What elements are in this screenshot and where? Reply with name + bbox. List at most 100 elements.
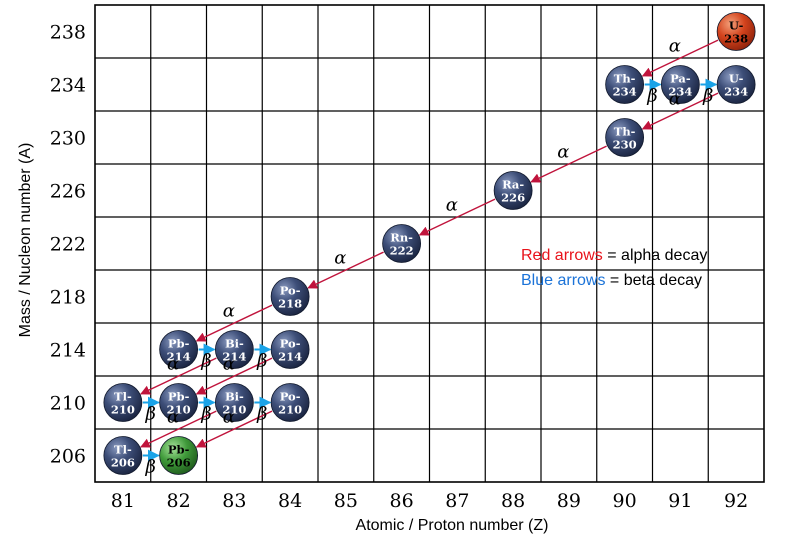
x-tick-label: 92	[724, 490, 748, 512]
alpha-label: α	[223, 353, 235, 374]
nuclide-symbol: Tl-	[114, 443, 132, 457]
x-tick-label: 83	[222, 490, 246, 512]
nuclide-circle	[716, 65, 756, 104]
alpha-decay-arrow	[140, 357, 217, 395]
nuclide-node: Pa-234	[660, 65, 700, 104]
beta-label: β	[200, 351, 211, 372]
y-tick-label: 206	[50, 446, 86, 468]
nuclide-circle	[605, 65, 645, 104]
nuclide-node: Ra-226	[493, 171, 533, 210]
nuclide-circle	[214, 330, 254, 369]
beta-label: β	[646, 86, 657, 107]
legend: Red arrows = alpha decay Blue arrows = b…	[521, 247, 707, 289]
nuclide-mass: 234	[668, 85, 692, 99]
nuclide-circle	[382, 224, 422, 263]
nuclide-node: Bi-214	[214, 330, 254, 369]
x-tick-label: 84	[278, 490, 302, 512]
tick-label-layer: 81 82 83 84 85 86 87 88 89 90 91 92 238 234 230 226 222 2…	[50, 22, 748, 513]
alpha-decay-arrow	[641, 92, 719, 130]
x-tick-label: 82	[167, 490, 191, 512]
y-tick-label: 214	[50, 340, 86, 362]
nuclide-symbol: Bi-	[225, 337, 244, 351]
nuclide-symbol: Po-	[280, 390, 301, 404]
nuclide-symbol: Bi-	[225, 390, 244, 404]
alpha-label: α	[223, 406, 235, 427]
nuclide-node: Pb-206	[159, 436, 199, 475]
nuclide-symbol: U-	[729, 72, 744, 86]
nuclide-circle	[159, 436, 199, 475]
nuclide-mass: 206	[167, 456, 191, 470]
x-tick-label: 81	[111, 490, 135, 512]
nuclide-symbol: Th-	[614, 125, 636, 139]
nuclide-mass: 210	[111, 403, 135, 417]
nuclide-circle	[159, 383, 199, 422]
alpha-decay-arrow	[530, 145, 607, 183]
legend-beta-text: Blue arrows	[521, 272, 605, 289]
nuclide-mass: 210	[167, 403, 191, 417]
nuclide-mass: 210	[222, 403, 246, 417]
beta-label: β	[702, 86, 713, 107]
nuclide-circle	[103, 436, 143, 475]
alpha-decay-arrow	[195, 304, 273, 342]
nuclide-node: Bi-210	[214, 383, 254, 422]
alpha-label: α	[669, 88, 681, 109]
y-tick-label: 238	[50, 22, 86, 44]
nuclide-circle	[716, 12, 756, 51]
nuclide-circle	[103, 383, 143, 422]
alpha-label: α	[669, 35, 681, 56]
nuclide-mass: 222	[390, 244, 414, 258]
nuclide-node: Pb-214	[159, 330, 199, 369]
y-tick-label: 222	[50, 234, 86, 256]
alpha-decay-arrow	[195, 357, 273, 395]
nuclide-symbol: Tl-	[114, 390, 132, 404]
nuclide-node: Pb-210	[159, 383, 199, 422]
x-tick-label: 91	[668, 490, 692, 512]
nuclide-circle	[660, 65, 700, 104]
alpha-decay-arrow	[140, 410, 217, 448]
nuclide-symbol: Th-	[614, 72, 636, 86]
y-tick-label: 234	[50, 75, 86, 97]
nuclide-node: Po-214	[270, 330, 310, 369]
nuclide-mass: 230	[613, 138, 637, 152]
y-axis-label: Mass / Nucleon number (A)	[17, 143, 34, 338]
alpha-label: α	[446, 194, 458, 215]
x-tick-label: 90	[613, 490, 637, 512]
alpha-decay-arrow	[418, 198, 496, 236]
alpha-label: α	[167, 406, 179, 427]
nuclide-mass: 226	[501, 191, 525, 205]
alpha-label: α	[223, 300, 235, 321]
nuclide-mass: 210	[278, 403, 302, 417]
x-tick-label: 86	[390, 490, 414, 512]
nuclide-mass: 214	[167, 350, 191, 364]
nuclide-circle	[270, 383, 310, 422]
beta-label: β	[145, 404, 156, 425]
nuclide-circle	[493, 171, 533, 210]
x-tick-label: 85	[334, 490, 358, 512]
alpha-label: α	[557, 141, 569, 162]
nuclide-symbol: Pb-	[168, 337, 190, 351]
y-tick-label: 218	[50, 287, 86, 309]
nuclide-mass: 234	[613, 85, 637, 99]
nuclide-node: Th-234	[605, 65, 645, 104]
legend-beta-entry: Blue arrows = beta decay	[521, 272, 702, 289]
nuclide-symbol: Rn-	[390, 231, 413, 245]
beta-label: β	[256, 351, 267, 372]
x-tick-label: 88	[501, 490, 525, 512]
nuclide-node: U-234	[716, 65, 756, 104]
nuclide-node: Po-218	[270, 277, 310, 316]
legend-alpha-text: Red arrows	[521, 247, 603, 264]
alpha-decay-arrow	[641, 39, 719, 77]
nuclide-node: U-238	[716, 12, 756, 51]
nuclide-circle	[270, 330, 310, 369]
nuclide-node: Th-230	[605, 118, 645, 157]
alpha-label: α	[334, 247, 346, 268]
nuclide-circle	[214, 383, 254, 422]
alpha-decay-arrow	[195, 410, 273, 448]
nuclide-circle	[605, 118, 645, 157]
nuclide-mass: 218	[278, 297, 302, 311]
x-tick-label: 87	[445, 490, 469, 512]
legend-alpha-suffix: = alpha decay	[603, 247, 708, 264]
nuclide-symbol: Po-	[280, 337, 301, 351]
